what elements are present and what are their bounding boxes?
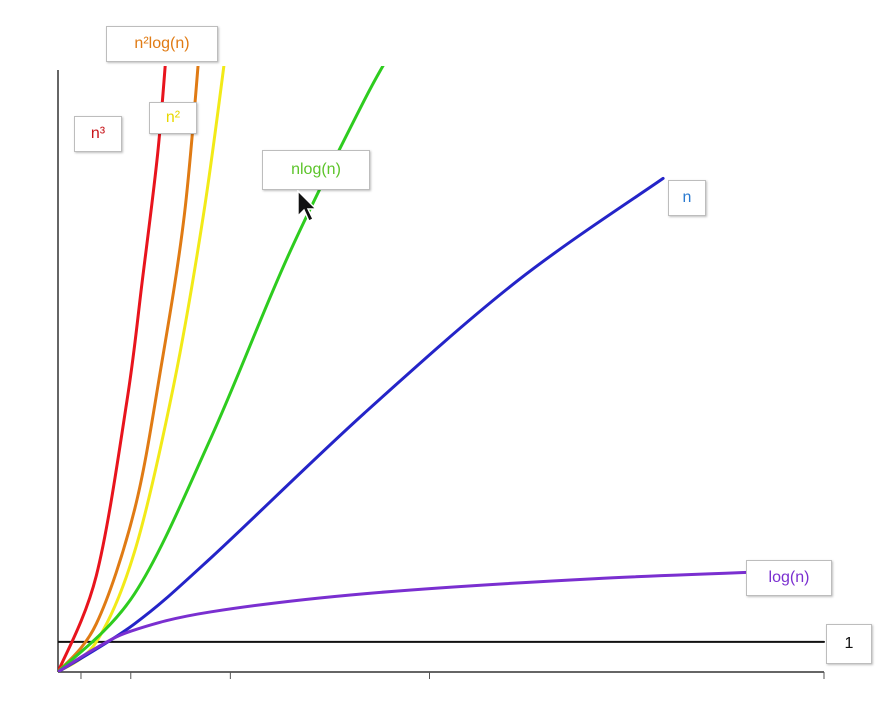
series-line-n [58,176,665,672]
legend-label-n2logn: n²log(n) [106,26,218,62]
legend-label-n3: n³ [74,116,122,152]
legend-label-n: n [668,180,706,216]
legend-label-logn: log(n) [746,560,832,596]
series-line-n [58,66,226,672]
legend-label-n2: n² [149,102,197,134]
series-line-nlog-n [58,66,385,672]
series-line-n-log-n [58,66,200,672]
series-line-n [58,66,167,672]
legend-label-one: 1 [826,624,872,664]
mouse-pointer-icon [297,190,318,222]
series-line-log-n [58,568,826,672]
legend-label-nlogn: nlog(n) [262,150,370,190]
